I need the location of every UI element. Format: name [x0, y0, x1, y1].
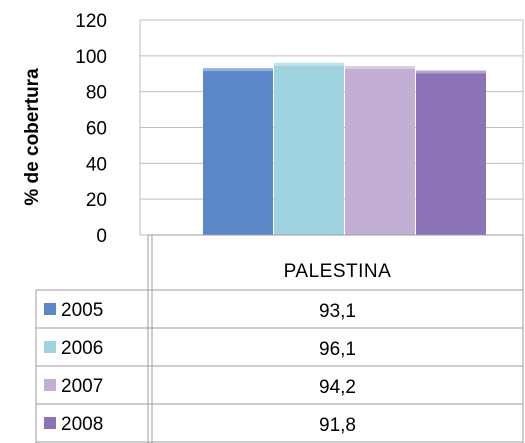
legend-swatch-2008	[44, 417, 56, 429]
legend-label: 2007	[61, 376, 103, 397]
data-value: 93,1	[319, 301, 356, 322]
y-axis-ticks: 0 20 40 60 80 100 120	[75, 11, 107, 247]
y-tick-label: 60	[86, 119, 107, 140]
bar-2005	[203, 68, 273, 235]
y-tick-label: 40	[86, 154, 107, 175]
bar-2008	[416, 70, 486, 236]
bar-highlight	[416, 70, 486, 74]
bar-highlight	[274, 62, 344, 66]
y-tick-label: 80	[86, 83, 107, 104]
legend-label: 2008	[61, 414, 103, 435]
legend-swatch-2007	[44, 379, 56, 391]
bars	[203, 62, 486, 236]
legend-label: 2005	[61, 300, 103, 321]
bar-2007	[345, 66, 415, 235]
legend-label: 2006	[61, 338, 103, 359]
y-tick-label: 20	[86, 190, 107, 211]
y-tick-label: 100	[75, 47, 107, 68]
legend-swatch-2006	[44, 341, 56, 353]
bar-highlight	[345, 66, 415, 70]
y-tick-label: 120	[75, 11, 107, 32]
data-value: 94,2	[319, 377, 356, 398]
data-value: 91,8	[319, 415, 356, 436]
y-tick-label: 0	[96, 226, 107, 247]
bar-2006	[274, 62, 344, 236]
bar-highlight	[203, 68, 273, 72]
y-axis-label: % de cobertura	[22, 68, 43, 206]
data-value: 96,1	[319, 339, 356, 360]
legend-swatch-2005	[44, 303, 56, 315]
data-table: PALESTINA 2005 93,1 2006 96,1 2007 94,2 2008 91,…	[35, 234, 524, 443]
category-label: PALESTINA	[284, 261, 392, 282]
